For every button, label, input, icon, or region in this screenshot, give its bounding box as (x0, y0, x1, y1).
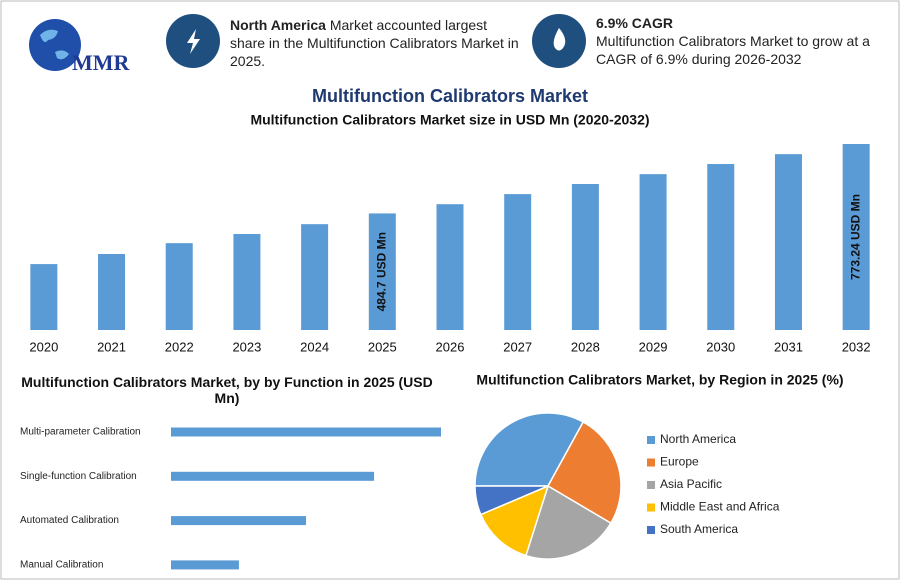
legend-swatch (647, 503, 655, 512)
bar (842, 144, 870, 330)
pie-slice (479, 484, 550, 557)
x-tick-label: 2025 (368, 339, 397, 354)
pie-slice (524, 484, 612, 560)
legend-label: Asia Pacific (660, 477, 722, 491)
x-tick-label: 2020 (29, 339, 58, 354)
legend-swatch (647, 481, 655, 489)
x-tick-label: 2029 (639, 339, 668, 354)
lightning-icon (187, 29, 200, 54)
x-tick-label: 2024 (300, 339, 329, 354)
main-title: Multifunction Calibrators Market (312, 86, 588, 106)
legend-swatch (647, 526, 655, 534)
legend-swatch (647, 436, 655, 444)
logo-text: MMR (72, 50, 131, 75)
legend-label: North America (660, 432, 736, 446)
bar (707, 164, 735, 330)
bar (98, 253, 126, 330)
info-bold: North America (230, 17, 326, 33)
legend-label: South America (660, 522, 738, 536)
chart-title: Multifunction Calibrators Market size in… (250, 112, 649, 128)
chart-title: Multifunction Calibrators Market, by Reg… (476, 372, 843, 388)
pie-slice (546, 421, 622, 525)
x-tick-label: 2026 (436, 339, 465, 354)
bar (368, 213, 396, 330)
bar (571, 183, 599, 330)
y-tick-label: Automated Calibration (20, 515, 119, 526)
bar (233, 234, 261, 330)
chart-title: Multifunction Calibrators Market, by by … (21, 374, 433, 406)
logo-land (40, 29, 69, 60)
value-label: 773.24 USD Mn (848, 194, 862, 280)
pie-slice (474, 485, 549, 516)
legend-swatch (647, 458, 655, 467)
bar (774, 154, 802, 330)
logo-globe (29, 19, 81, 71)
y-tick-label: Manual Calibration (20, 560, 103, 571)
x-tick-label: 2032 (842, 339, 871, 354)
x-tick-label: 2022 (165, 339, 194, 354)
bar (504, 194, 532, 330)
flame-icon (553, 28, 566, 51)
bar (171, 471, 375, 481)
x-tick-label: 2021 (97, 339, 126, 354)
pie-slice (474, 412, 585, 487)
legend-label: Middle East and Africa (660, 500, 780, 514)
x-tick-label: 2030 (706, 339, 735, 354)
bar (171, 427, 441, 437)
legend-label: Europe (660, 455, 699, 469)
y-tick-label: Single-function Calibration (20, 471, 137, 482)
value-label: 484.7 USD Mn (374, 232, 388, 311)
info-box: North America Market accounted largest s… (230, 16, 520, 70)
y-tick-label: Multi-parameter Calibration (20, 427, 141, 438)
bar (30, 264, 58, 330)
bar (639, 174, 667, 330)
x-tick-label: 2028 (571, 339, 600, 354)
info-box: 6.9% CAGR Multifunction Calibrators Marke… (596, 14, 886, 68)
bar (301, 224, 329, 330)
info-text: Market accounted largest share in the Mu… (230, 17, 519, 69)
x-tick-label: 2023 (232, 339, 261, 354)
x-tick-label: 2027 (503, 339, 532, 354)
info-text: Multifunction Calibrators Market to grow… (596, 33, 870, 67)
info-bold: 6.9% CAGR (596, 15, 674, 31)
x-tick-label: 2031 (774, 339, 803, 354)
bar (165, 243, 193, 330)
bar (171, 560, 239, 570)
bar (436, 204, 464, 330)
bar (171, 516, 306, 526)
